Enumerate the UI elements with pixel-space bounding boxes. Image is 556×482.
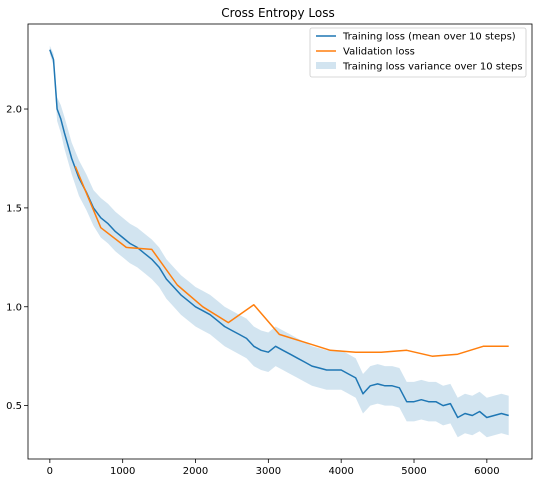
legend-label-variance: Training loss variance over 10 steps xyxy=(342,62,523,73)
variance-band-layer xyxy=(49,45,509,438)
y-tick-label: 2.0 xyxy=(6,105,22,116)
x-tick-label: 2000 xyxy=(183,466,208,477)
legend-label-validation-loss: Validation loss xyxy=(343,47,415,58)
legend-label-training-loss: Training loss (mean over 10 steps) xyxy=(342,32,516,43)
series-line-training-loss xyxy=(49,49,509,419)
y-axis: 0.5 1.0 1.5 2.0 xyxy=(6,105,28,412)
x-axis: 0 1000 2000 3000 4000 5000 6000 xyxy=(47,459,500,477)
x-tick-label: 4000 xyxy=(328,466,353,477)
series-line-layer xyxy=(49,49,509,419)
x-tick-label: 5000 xyxy=(401,466,426,477)
series-line-validation-loss xyxy=(74,166,509,357)
x-tick-label: 1000 xyxy=(110,466,135,477)
legend: Training loss (mean over 10 steps) Valid… xyxy=(309,27,527,78)
x-tick-label: 3000 xyxy=(256,466,281,477)
legend-frame xyxy=(309,27,527,78)
y-tick-label: 1.5 xyxy=(6,203,22,214)
series-variance-band xyxy=(49,45,509,438)
x-tick-label: 0 xyxy=(47,466,53,477)
axes-frame xyxy=(27,23,533,460)
x-tick-label: 6000 xyxy=(474,466,499,477)
legend-swatch-variance xyxy=(316,62,336,69)
chart-title: Cross Entropy Loss xyxy=(221,6,334,20)
y-tick-label: 0.5 xyxy=(6,401,22,412)
plot-area xyxy=(28,24,532,459)
y-tick-label: 1.0 xyxy=(6,302,22,313)
